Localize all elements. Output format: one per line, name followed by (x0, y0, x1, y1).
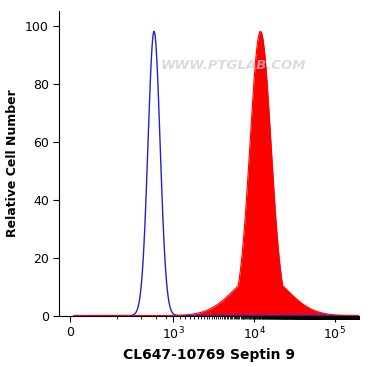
X-axis label: CL647-10769 Septin 9: CL647-10769 Septin 9 (123, 348, 295, 362)
Y-axis label: Relative Cell Number: Relative Cell Number (6, 90, 19, 237)
Text: WWW.PTGLAB.COM: WWW.PTGLAB.COM (160, 59, 306, 72)
